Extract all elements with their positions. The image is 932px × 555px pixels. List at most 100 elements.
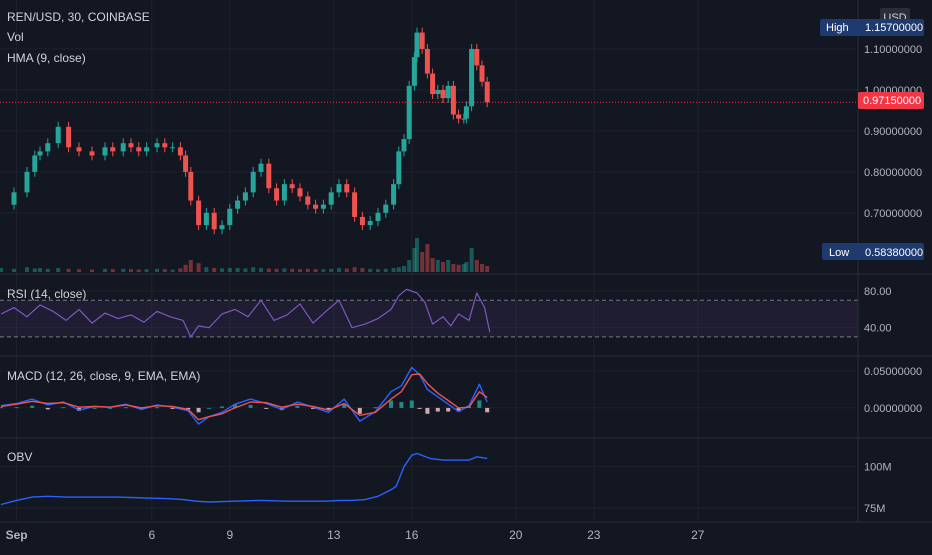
volume-bar <box>298 269 302 272</box>
volume-bar <box>227 268 232 272</box>
high-marker-value: 1.15700000 <box>865 22 923 34</box>
volume-bar <box>344 268 349 272</box>
rsi-line <box>0 288 491 338</box>
rsi-title[interactable]: RSI (14, close) <box>7 287 86 301</box>
macd-histogram-bar <box>417 407 422 409</box>
axes-layer: Sep 6 9 13 16 20 23 271.100000001.000000000.900… <box>6 44 923 542</box>
volume-bar <box>376 269 380 272</box>
candle-body <box>336 184 342 193</box>
macd-signal-line <box>0 373 488 421</box>
time-tick-label: 9 <box>226 528 233 542</box>
candle-body <box>456 114 462 119</box>
macd-histogram-bar <box>399 402 404 408</box>
volume-bar <box>212 268 217 272</box>
macd-histogram-bar <box>446 407 451 412</box>
candle-body <box>162 143 168 148</box>
volume-bar <box>259 268 263 272</box>
volume-bar <box>461 264 466 272</box>
macd-histogram-bar <box>123 407 128 409</box>
last-price-value: 0.97150000 <box>863 95 921 107</box>
volume-bar <box>188 260 193 272</box>
candle-body <box>250 171 256 193</box>
candle-body <box>445 85 451 99</box>
candle-body <box>313 204 319 209</box>
candle-body <box>227 208 233 226</box>
candle-body <box>281 184 287 201</box>
symbol-title[interactable]: REN/USD, 30, COINBASE <box>7 10 150 24</box>
volume-bar <box>178 268 183 272</box>
volume-bar <box>337 268 341 272</box>
candle-body <box>367 221 373 226</box>
candle-body <box>375 212 381 222</box>
price-tick-label: 0.90000000 <box>864 126 922 138</box>
candle-body <box>414 32 420 58</box>
candle-body <box>110 147 116 152</box>
candle-body <box>24 171 30 193</box>
candle-body <box>424 48 430 74</box>
obv-line <box>0 452 488 506</box>
low-marker-value: 0.58380000 <box>865 247 923 259</box>
candle-body <box>235 200 241 209</box>
macd-tick-label: 0.00000000 <box>864 403 922 415</box>
candle-body <box>144 147 150 152</box>
candle-body <box>188 171 194 201</box>
volume-bar <box>32 268 37 272</box>
volume-bar <box>235 268 240 272</box>
macd-histogram-bar <box>485 407 490 413</box>
high-marker-label: High <box>826 22 849 34</box>
candle-body <box>154 143 160 148</box>
candle-body <box>242 192 248 201</box>
macd-histogram-bar <box>425 407 430 414</box>
candle-body <box>463 106 469 119</box>
candle-body <box>266 163 272 189</box>
candle-body <box>11 192 17 205</box>
macd-histogram-bar <box>409 400 414 408</box>
volume-bar <box>220 268 224 272</box>
candle-body <box>219 225 225 230</box>
macd-histogram-bar <box>220 406 224 408</box>
obv-tick-label: 75M <box>864 503 885 515</box>
volume-legend[interactable]: Vol <box>7 30 24 44</box>
volume-bar <box>266 268 271 272</box>
macd-histogram-bar <box>264 407 269 409</box>
hma-legend[interactable]: HMA (9, close) <box>7 51 86 65</box>
volume-bar <box>12 268 16 272</box>
macd-histogram-bar <box>389 400 393 408</box>
rsi-tick-label: 40.00 <box>864 323 892 335</box>
macd-histogram-bar <box>435 407 440 412</box>
volume-bar <box>183 264 188 272</box>
candle-body <box>401 139 407 152</box>
candle-body <box>411 57 417 86</box>
volume-bar <box>464 262 469 272</box>
volume-bar <box>321 269 326 272</box>
candle-body <box>258 163 264 172</box>
volume-bar <box>485 266 490 272</box>
volume-bar <box>274 268 279 272</box>
candle-body <box>461 118 467 120</box>
volume-bar <box>407 260 412 272</box>
price-tick-label: 1.10000000 <box>864 44 922 56</box>
price-tick-label: 0.80000000 <box>864 167 922 179</box>
candle-body <box>55 126 61 144</box>
volume-bar <box>136 269 141 272</box>
volume-bar <box>196 263 201 272</box>
volume-bar <box>441 262 445 272</box>
time-tick-label: 20 <box>509 528 523 542</box>
candle-body <box>320 204 326 209</box>
volume-bar <box>290 268 295 272</box>
volume-bar <box>155 268 159 272</box>
volume-bar <box>0 268 3 272</box>
macd-title[interactable]: MACD (12, 26, close, 9, EMA, EMA) <box>7 369 200 383</box>
volume-bar <box>305 268 310 272</box>
macd-histogram-bar <box>207 407 211 409</box>
rsi-tick-label: 80.00 <box>864 286 892 298</box>
candle-body <box>484 81 490 103</box>
high-marker-tag <box>820 19 924 36</box>
candle-body <box>102 147 108 156</box>
candle-body <box>383 204 389 213</box>
obv-title[interactable]: OBV <box>7 450 32 464</box>
volume-bar <box>204 267 209 272</box>
volume-bar <box>313 269 318 272</box>
